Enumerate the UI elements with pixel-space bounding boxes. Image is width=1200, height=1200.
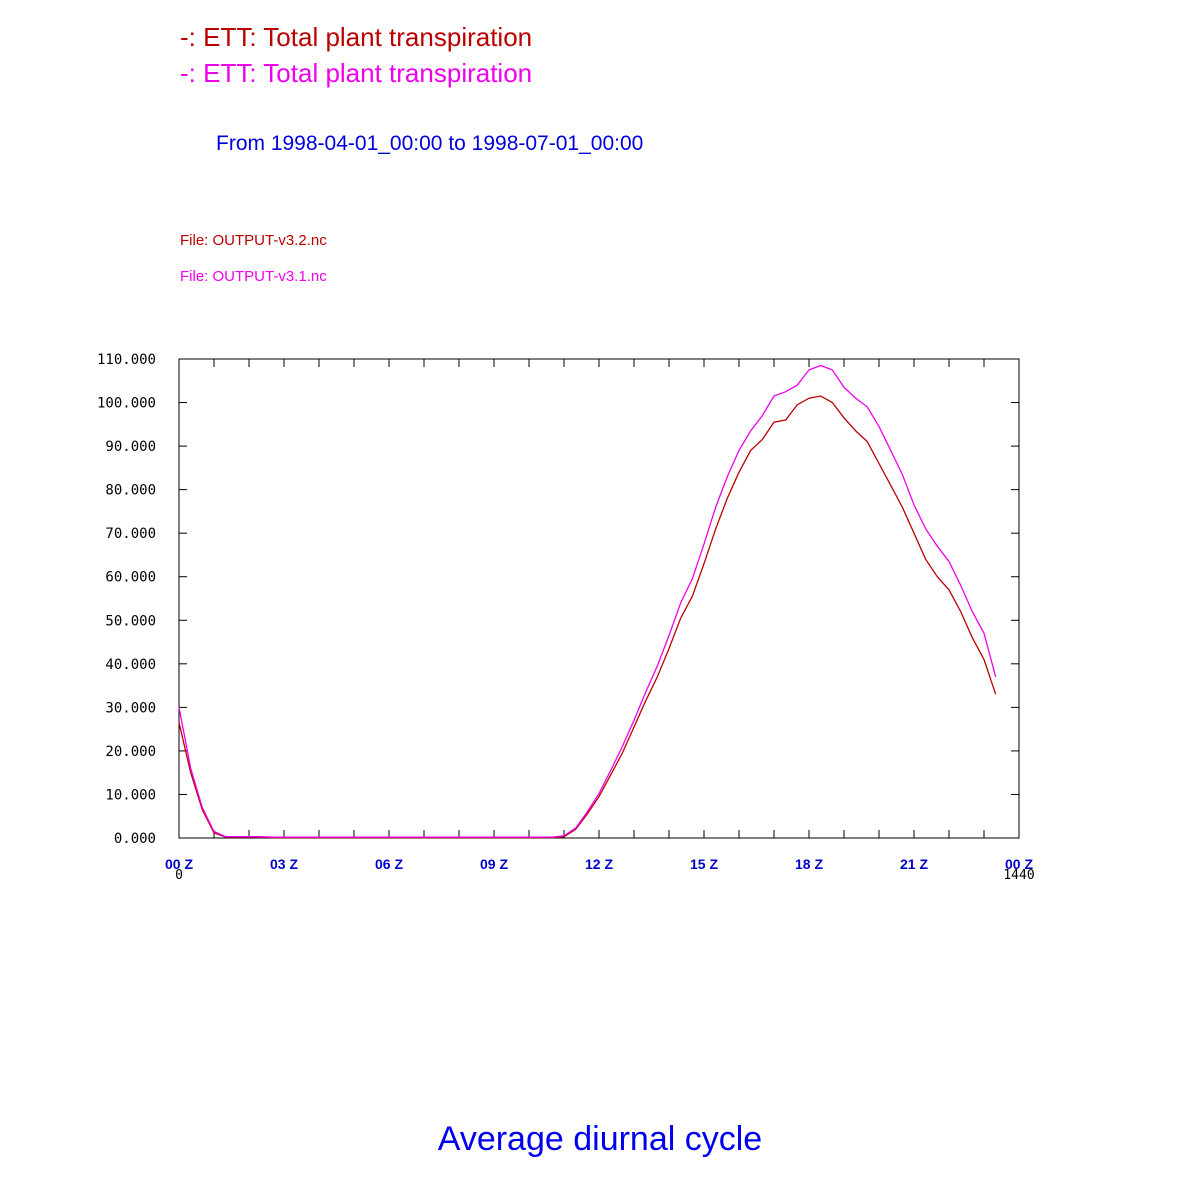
x-index-label: 1440 bbox=[1003, 868, 1034, 883]
y-tick-label: 70.000 bbox=[105, 526, 156, 542]
file-label-v3-1: File: OUTPUT-v3.1.nc bbox=[180, 268, 327, 285]
y-tick-label: 20.000 bbox=[105, 744, 156, 760]
legend-entry-v3-2: -: ETT: Total plant transpiration bbox=[180, 22, 533, 52]
plot-frame bbox=[178, 358, 1020, 839]
y-tick-label: 80.000 bbox=[105, 483, 156, 499]
series-line-v3-1 bbox=[178, 364, 997, 838]
x-tick-label: 18 Z bbox=[795, 856, 823, 872]
legend-entry-v3-1: -: ETT: Total plant transpiration bbox=[180, 58, 533, 88]
x-tick-label: 21 Z bbox=[900, 856, 928, 872]
y-tick-label: 60.000 bbox=[105, 570, 156, 586]
y-tick-label: 30.000 bbox=[105, 700, 156, 716]
x-tick-label: 12 Z bbox=[585, 856, 613, 872]
y-tick-label: 50.000 bbox=[105, 613, 156, 629]
y-tick-label: 110.000 bbox=[97, 352, 156, 368]
x-index-label: 0 bbox=[175, 868, 183, 883]
y-tick-label: 40.000 bbox=[105, 657, 156, 673]
file-label-v3-2: File: OUTPUT-v3.2.nc bbox=[180, 232, 327, 249]
y-tick-label: 10.000 bbox=[105, 787, 156, 803]
x-tick-label: 06 Z bbox=[375, 856, 403, 872]
series-line-v3-2 bbox=[178, 395, 997, 839]
x-tick-label: 15 Z bbox=[690, 856, 718, 872]
x-tick-label: 00 Z bbox=[165, 856, 193, 872]
x-tick-label: 00 Z bbox=[1005, 856, 1033, 872]
x-tick-label: 09 Z bbox=[480, 856, 508, 872]
y-tick-label: 0.000 bbox=[114, 831, 156, 847]
y-tick-label: 100.000 bbox=[97, 396, 156, 412]
period-label: From 1998-04-01_00:00 to 1998-07-01_00:0… bbox=[216, 132, 644, 155]
chart-title: Average diurnal cycle bbox=[437, 1120, 763, 1158]
x-tick-label: 03 Z bbox=[270, 856, 298, 872]
y-tick-label: 90.000 bbox=[105, 439, 156, 455]
